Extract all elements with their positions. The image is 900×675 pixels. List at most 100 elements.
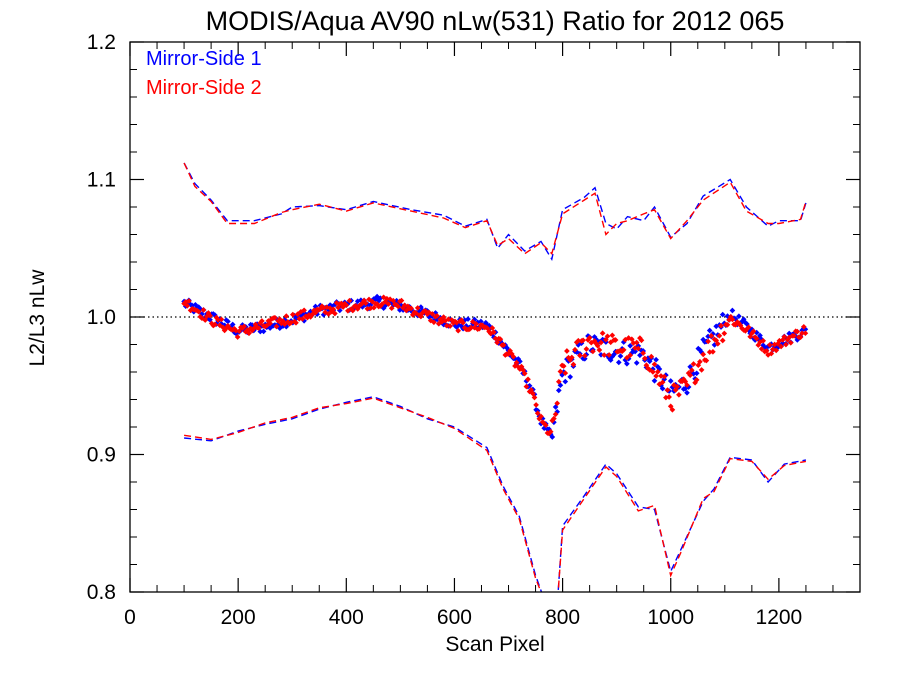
legend: Mirror-Side 1 Mirror-Side 2	[146, 48, 262, 99]
data-point	[555, 378, 562, 385]
data-point	[706, 349, 713, 355]
plot-area	[181, 162, 809, 592]
data-point	[212, 321, 218, 328]
y-tick-label: 1.2	[87, 31, 116, 54]
series-1-upper-envelope	[183, 162, 807, 262]
data-point	[612, 337, 619, 343]
data-point	[745, 324, 752, 331]
data-point	[724, 321, 731, 328]
data-point	[272, 314, 278, 321]
data-point	[648, 353, 655, 360]
data-point	[750, 328, 757, 335]
data-point	[465, 316, 471, 322]
data-point	[632, 348, 638, 355]
data-point	[708, 332, 715, 339]
data-point	[551, 415, 557, 422]
data-point	[650, 369, 656, 375]
x-tick-label: 800	[545, 606, 580, 629]
data-point	[234, 334, 241, 340]
data-point	[568, 354, 575, 361]
data-point	[766, 342, 773, 348]
data-point	[557, 368, 564, 375]
series-1-lower-envelope	[184, 396, 807, 592]
data-point	[661, 373, 668, 380]
data-point	[542, 422, 549, 429]
data-point	[698, 367, 705, 373]
data-point	[572, 346, 578, 353]
data-point	[797, 334, 804, 341]
data-point	[615, 359, 622, 366]
data-point	[659, 379, 666, 386]
data-point	[693, 377, 700, 383]
data-point	[638, 337, 645, 344]
data-point	[492, 335, 499, 342]
x-tick-label: 0	[124, 606, 136, 629]
data-point	[802, 330, 809, 337]
data-point	[388, 305, 395, 312]
data-point	[554, 400, 561, 407]
data-point	[289, 311, 296, 318]
data-point	[606, 352, 612, 358]
data-point	[624, 360, 630, 367]
data-point	[729, 307, 736, 314]
data-point	[706, 327, 713, 334]
data-point	[225, 318, 231, 325]
data-point	[627, 342, 634, 349]
data-point	[549, 434, 556, 440]
y-tick-label: 0.8	[87, 581, 116, 604]
x-tick-label: 600	[437, 606, 472, 629]
data-point	[729, 316, 736, 323]
data-point	[719, 337, 726, 344]
series-2-upper-envelope	[183, 162, 807, 256]
data-point	[690, 361, 697, 367]
data-point	[184, 302, 191, 309]
data-point	[567, 374, 574, 380]
y-tick-label: 0.9	[87, 444, 116, 467]
data-point	[523, 383, 530, 390]
data-point	[500, 342, 507, 348]
data-point	[781, 333, 788, 340]
data-point	[575, 337, 582, 344]
data-point	[513, 359, 520, 366]
data-point	[207, 312, 213, 319]
data-point	[241, 323, 247, 330]
data-point	[259, 318, 265, 324]
data-point	[343, 302, 350, 308]
data-point	[697, 358, 703, 365]
data-point	[703, 357, 710, 364]
data-point	[799, 330, 805, 337]
data-point	[229, 321, 236, 328]
data-point	[460, 319, 466, 326]
data-point	[714, 340, 721, 347]
data-point	[633, 360, 640, 366]
data-point	[609, 332, 616, 339]
data-point	[787, 339, 794, 346]
data-point	[705, 338, 711, 345]
data-point	[455, 327, 462, 334]
chart-title: MODIS/Aqua AV90 nLw(531) Ratio for 2012 …	[206, 6, 785, 36]
data-point	[283, 313, 290, 319]
data-point	[586, 334, 593, 341]
data-point	[791, 332, 797, 339]
data-point	[497, 336, 504, 343]
data-point	[633, 339, 640, 346]
data-point	[676, 391, 682, 398]
data-point	[617, 353, 624, 359]
data-point	[294, 311, 301, 318]
data-point	[700, 351, 707, 358]
data-point	[362, 300, 369, 307]
data-point	[301, 307, 307, 314]
legend-series-1: Mirror-Side 1	[146, 48, 262, 70]
x-tick-label: 400	[329, 606, 364, 629]
x-axis-label: Scan Pixel	[445, 633, 544, 656]
data-point	[716, 332, 723, 339]
data-point	[669, 406, 676, 413]
data-point	[570, 361, 577, 368]
data-point	[594, 342, 601, 349]
data-point	[736, 313, 742, 320]
data-point	[385, 301, 392, 307]
data-point	[659, 385, 666, 392]
data-point	[800, 323, 807, 330]
data-point	[630, 340, 637, 346]
data-point	[431, 319, 437, 326]
